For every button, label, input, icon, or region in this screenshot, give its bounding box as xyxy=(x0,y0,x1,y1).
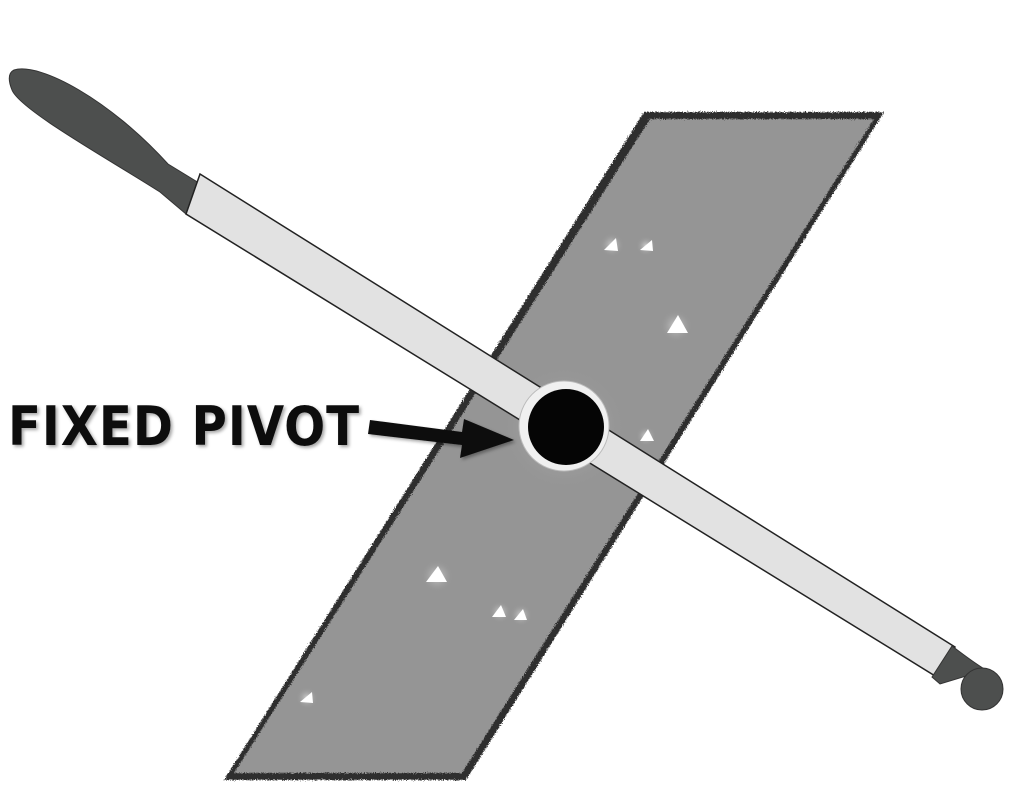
lever-right-knob xyxy=(931,645,988,685)
lever-left-handle xyxy=(8,68,205,215)
pivot-label: FIXED PIVOT xyxy=(8,395,360,458)
pivot-arrow xyxy=(368,419,514,458)
marker-triangle xyxy=(514,609,527,620)
marker-triangle xyxy=(667,315,688,333)
marker-triangle xyxy=(426,566,447,582)
surface-markers xyxy=(296,233,692,709)
marker-triangle xyxy=(640,429,654,441)
marker-triangle xyxy=(300,692,313,703)
marker-triangle xyxy=(604,238,618,251)
marker-triangle xyxy=(640,240,653,251)
marker-triangle xyxy=(492,605,506,617)
lever-end-ball xyxy=(960,667,1004,711)
fixed-pivot xyxy=(518,380,610,472)
